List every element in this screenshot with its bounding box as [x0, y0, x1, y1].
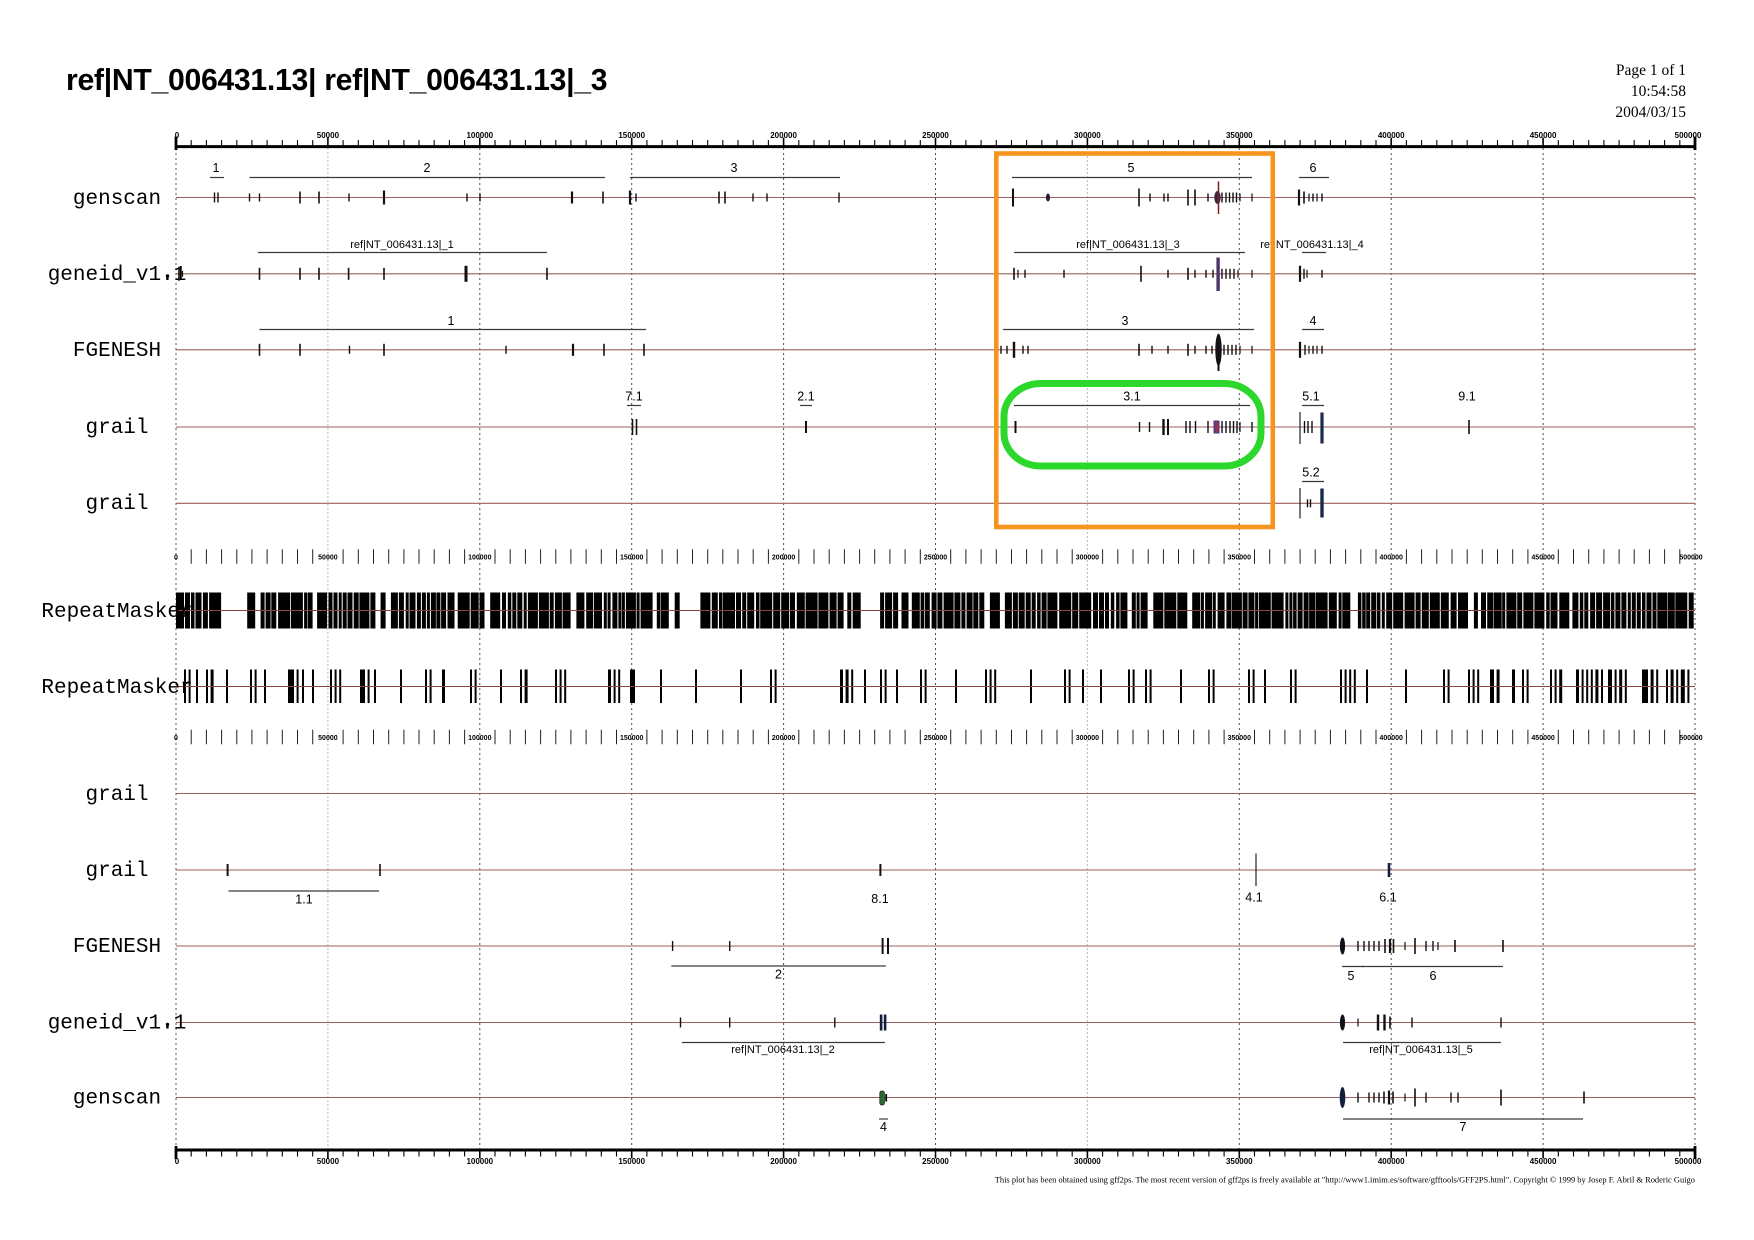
- svg-text:2004/03/15: 2004/03/15: [1615, 104, 1686, 121]
- svg-text:100000: 100000: [468, 735, 491, 742]
- svg-text:400000: 400000: [1378, 131, 1405, 140]
- svg-text:150000: 150000: [620, 735, 643, 742]
- svg-text:500000: 500000: [1679, 555, 1702, 562]
- svg-text:This plot has been obtained us: This plot has been obtained using gff2ps…: [995, 1175, 1695, 1185]
- svg-text:6: 6: [1430, 969, 1437, 983]
- svg-text:3: 3: [1122, 314, 1129, 328]
- svg-text:200000: 200000: [772, 555, 795, 562]
- svg-text:FGENESH: FGENESH: [73, 936, 161, 959]
- svg-text:50000: 50000: [318, 555, 338, 562]
- svg-text:1: 1: [448, 314, 455, 328]
- svg-text:150000: 150000: [618, 1157, 645, 1166]
- svg-text:grail: grail: [85, 860, 148, 883]
- svg-text:5: 5: [1348, 969, 1355, 983]
- svg-text:500000: 500000: [1679, 735, 1702, 742]
- svg-text:1.1: 1.1: [295, 893, 312, 907]
- svg-text:200000: 200000: [772, 735, 795, 742]
- svg-text:250000: 250000: [924, 735, 947, 742]
- svg-text:3.1: 3.1: [1123, 390, 1140, 404]
- svg-text:100000: 100000: [466, 1157, 493, 1166]
- svg-text:ref|NT_006431.13| ref|NT_00643: ref|NT_006431.13| ref|NT_006431.13|_3: [66, 64, 607, 97]
- svg-text:300000: 300000: [1074, 1157, 1101, 1166]
- svg-text:0: 0: [174, 735, 178, 742]
- svg-text:500000: 500000: [1675, 1157, 1702, 1166]
- svg-text:grail: grail: [85, 417, 148, 440]
- svg-text:300000: 300000: [1076, 735, 1099, 742]
- svg-text:400000: 400000: [1380, 555, 1403, 562]
- svg-text:150000: 150000: [620, 555, 643, 562]
- svg-text:ref|NT_006431.13|_2: ref|NT_006431.13|_2: [731, 1044, 835, 1056]
- svg-text:0: 0: [175, 131, 180, 140]
- svg-text:ref|NT_006431.13|_4: ref|NT_006431.13|_4: [1260, 239, 1364, 251]
- svg-text:9.1: 9.1: [1458, 390, 1475, 404]
- svg-text:4: 4: [1310, 314, 1317, 328]
- svg-text:genscan: genscan: [73, 1088, 161, 1111]
- svg-text:RepeatMasker: RepeatMasker: [41, 677, 192, 700]
- svg-text:250000: 250000: [924, 555, 947, 562]
- svg-text:200000: 200000: [770, 131, 797, 140]
- svg-text:FGENESH: FGENESH: [73, 340, 161, 363]
- svg-text:400000: 400000: [1380, 735, 1403, 742]
- svg-text:50000: 50000: [317, 1157, 340, 1166]
- svg-text:genscan: genscan: [73, 188, 161, 211]
- svg-text:200000: 200000: [770, 1157, 797, 1166]
- svg-text:geneid_v1.1: geneid_v1.1: [48, 1013, 187, 1036]
- svg-text:400000: 400000: [1378, 1157, 1405, 1166]
- svg-text:0: 0: [175, 1157, 180, 1166]
- svg-text:grail: grail: [85, 493, 148, 516]
- svg-text:500000: 500000: [1675, 131, 1702, 140]
- svg-text:geneid_v1.1: geneid_v1.1: [48, 264, 187, 287]
- svg-text:450000: 450000: [1531, 555, 1554, 562]
- svg-text:0: 0: [174, 555, 178, 562]
- svg-text:50000: 50000: [318, 735, 338, 742]
- svg-text:350000: 350000: [1228, 735, 1251, 742]
- svg-text:100000: 100000: [466, 131, 493, 140]
- svg-text:450000: 450000: [1530, 131, 1557, 140]
- svg-text:RepeatMasker: RepeatMasker: [41, 601, 192, 624]
- svg-text:ref|NT_006431.13|_1: ref|NT_006431.13|_1: [350, 239, 454, 251]
- svg-text:7: 7: [1460, 1120, 1467, 1134]
- svg-text:6.1: 6.1: [1379, 891, 1396, 905]
- svg-text:5.1: 5.1: [1302, 390, 1319, 404]
- svg-text:7.1: 7.1: [625, 390, 642, 404]
- svg-text:2: 2: [424, 161, 431, 175]
- svg-text:450000: 450000: [1531, 735, 1554, 742]
- svg-text:350000: 350000: [1228, 555, 1251, 562]
- svg-text:250000: 250000: [922, 131, 949, 140]
- svg-text:5.2: 5.2: [1302, 466, 1319, 480]
- svg-text:300000: 300000: [1074, 131, 1101, 140]
- svg-text:2.1: 2.1: [797, 390, 814, 404]
- svg-text:350000: 350000: [1226, 131, 1253, 140]
- svg-text:2: 2: [775, 968, 782, 982]
- svg-text:5: 5: [1128, 161, 1135, 175]
- svg-text:300000: 300000: [1076, 555, 1099, 562]
- svg-text:Page 1 of 1: Page 1 of 1: [1616, 62, 1686, 79]
- svg-text:8.1: 8.1: [871, 892, 888, 906]
- svg-text:50000: 50000: [317, 131, 340, 140]
- svg-text:350000: 350000: [1226, 1157, 1253, 1166]
- svg-text:4: 4: [880, 1120, 887, 1134]
- svg-text:100000: 100000: [468, 555, 491, 562]
- svg-text:grail: grail: [85, 784, 148, 807]
- svg-text:250000: 250000: [922, 1157, 949, 1166]
- svg-text:1: 1: [213, 161, 220, 175]
- svg-text:ref|NT_006431.13|_5: ref|NT_006431.13|_5: [1369, 1044, 1473, 1056]
- svg-text:3: 3: [731, 161, 738, 175]
- svg-text:ref|NT_006431.13|_3: ref|NT_006431.13|_3: [1076, 239, 1180, 251]
- svg-text:10:54:58: 10:54:58: [1631, 83, 1686, 100]
- svg-text:4.1: 4.1: [1245, 891, 1262, 905]
- svg-text:450000: 450000: [1530, 1157, 1557, 1166]
- svg-text:6: 6: [1310, 161, 1317, 175]
- svg-text:150000: 150000: [618, 131, 645, 140]
